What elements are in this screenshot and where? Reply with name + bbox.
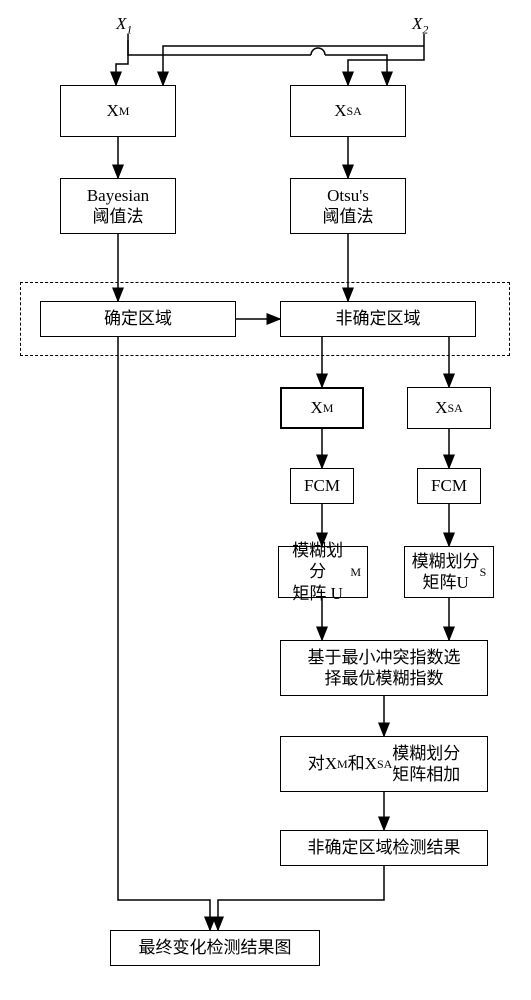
node-min-conflict: 基于最小冲突指数选择最优模糊指数 [280,640,488,696]
node-fuzzy-matrix-um: 模糊划分矩阵 UM [278,546,368,598]
node-add-fuzzy-matrices: 对XM 和XSA模糊划分矩阵相加 [280,736,488,792]
node-xm-top: XM [60,85,176,137]
node-xm-mid: XM [280,387,364,429]
node-xsa-mid: XSA [407,387,491,429]
node-undetermined-region: 非确定区域 [280,301,476,337]
node-fcm-right: FCM [417,468,481,504]
input-x2-label: X2 [412,14,428,37]
node-bayesian: Bayesian阈值法 [60,178,176,234]
node-determined-region: 确定区域 [40,301,236,337]
input-x1-label: X1 [116,14,132,37]
node-otsu: Otsu's阈值法 [290,178,406,234]
node-undetermined-result: 非确定区域检测结果 [280,830,488,866]
node-final-result: 最终变化检测结果图 [110,930,320,966]
node-fcm-left: FCM [290,468,354,504]
node-xsa-top: XSA [290,85,406,137]
node-fuzzy-matrix-us: 模糊划分矩阵US [404,546,494,598]
